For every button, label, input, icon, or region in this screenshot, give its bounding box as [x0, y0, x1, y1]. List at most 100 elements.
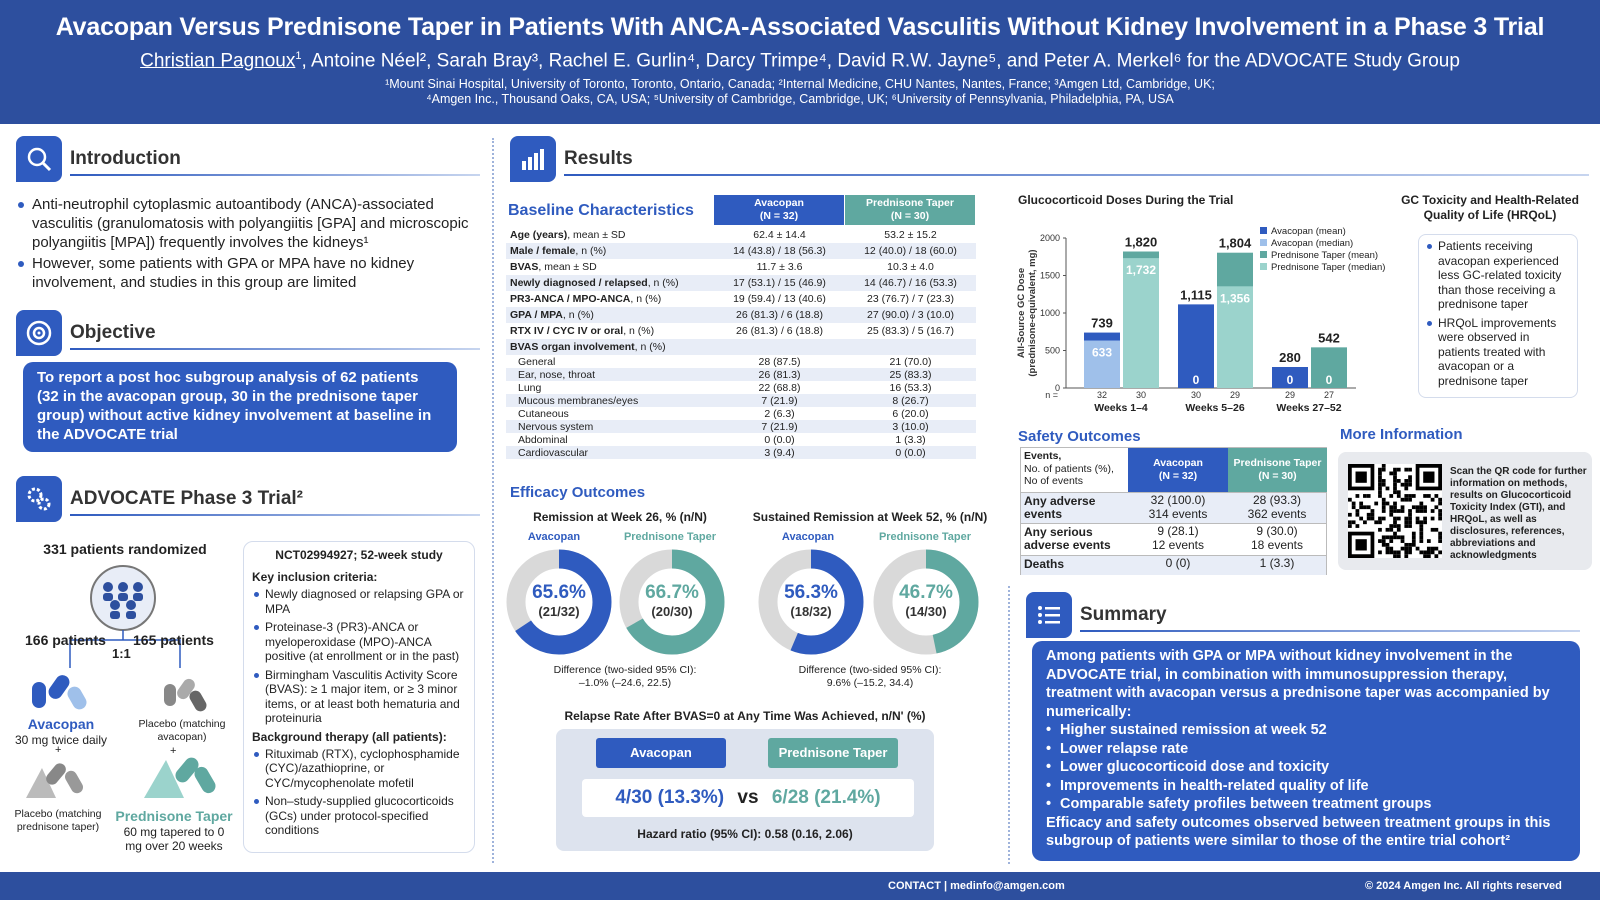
qr-module: [1393, 467, 1397, 472]
qr-module: [1355, 524, 1360, 528]
relapse-avacopan: 4/30 (13.3%): [615, 787, 725, 808]
safety-prednisone: 1 (3.3): [1228, 556, 1326, 571]
qr-module: [1411, 539, 1416, 543]
safety-a-pct: 9 (28.1): [1157, 524, 1199, 538]
row-sublabel: Abdominal: [518, 433, 568, 446]
authors-rest: , Antoine Néel², Sarah Bray³, Rachel E. …: [301, 50, 1460, 72]
qr-module: [1408, 467, 1412, 472]
qr-module: [1378, 486, 1382, 491]
col-n: (N = 30): [890, 210, 930, 222]
qr-module: [1366, 512, 1371, 517]
row-sublabel: , n (%): [630, 293, 662, 305]
qr-module: [1415, 520, 1420, 525]
qr-module: [1408, 497, 1412, 502]
qr-module: [1426, 494, 1431, 498]
n-label-prednisone: 30: [1136, 390, 1146, 400]
y-tick-label: 1000: [1040, 308, 1060, 318]
legend-item: Prednisone Taper (median): [1260, 262, 1385, 274]
baseline-title: Baseline Characteristics: [508, 202, 694, 219]
bar-avacopan-median: [1084, 340, 1120, 388]
qr-module: [1363, 520, 1367, 525]
safety-col-prednisone: Prednisone Taper (N = 30): [1228, 448, 1327, 492]
qr-module: [1400, 505, 1405, 510]
qr-module: [1393, 486, 1397, 491]
mean-label-prednisone: 542: [1318, 330, 1340, 345]
qr-module: [1381, 464, 1386, 468]
safety-label: Any adverse events: [1024, 494, 1096, 521]
row-prednisone: 16 (53.3): [889, 381, 932, 394]
qr-module: [1385, 550, 1390, 555]
donut-prednisone-52: 46.7% (14/30): [872, 548, 980, 656]
relapse-values: 4/30 (13.3%) vs 6/28 (21.4%): [582, 779, 914, 817]
qr-module: [1404, 479, 1409, 483]
safety-avacopan: 32 (100.0) 314 events: [1128, 493, 1228, 521]
qr-module: [1396, 490, 1401, 495]
n-label-avacopan: 30: [1191, 390, 1201, 400]
baseline-row: Lung 22 (68.8) 16 (53.3): [506, 381, 976, 394]
qr-code-icon[interactable]: [1348, 464, 1442, 558]
gctox-bullet: HRQoL improvements were observed in pati…: [1425, 316, 1571, 389]
intro-title: Introduction: [70, 148, 181, 169]
d2-label: Prednisone Taper: [623, 531, 717, 543]
copyright: © 2024 Amgen Inc. All rights reserved: [1365, 880, 1562, 892]
relapse-prednisone: 6/28 (21.4%): [771, 787, 881, 808]
row-prednisone: 25 (83.3): [845, 368, 976, 381]
plus-right: +: [170, 745, 177, 757]
row-sublabel: Lung: [518, 381, 542, 394]
baseline-row: BVAS, mean ± SD 11.7 ± 3.6 10.3 ± 4.0: [506, 259, 976, 275]
row-prednisone: 3 (10.0): [845, 420, 976, 433]
intro-bullet: Anti-neutrophil cytoplasmic autoantibody…: [18, 195, 478, 252]
safety-prednisone: 9 (30.0) 18 events: [1228, 524, 1326, 552]
gctox-bullet: Patients receiving avacopan experienced …: [1425, 239, 1571, 312]
row-sublabel: Ear, nose, throat: [518, 368, 596, 381]
qr-module: [1396, 516, 1401, 521]
qr-module: [1389, 527, 1394, 532]
qr-module: [1426, 539, 1431, 543]
inclusion-item: Newly diagnosed or relapsing GPA or MPA: [252, 587, 466, 616]
qr-module: [1438, 512, 1442, 517]
qr-module: [1359, 516, 1364, 521]
gctox-box: Patients receiving avacopan experienced …: [1418, 234, 1578, 398]
row-sublabel: , mean ± SD: [567, 229, 626, 241]
qr-module: [1370, 516, 1375, 521]
qr-module: [1351, 520, 1356, 525]
prednisone-taper-label: Prednisone Taper: [115, 808, 233, 824]
qr-module: [1404, 542, 1409, 547]
qr-module: [1419, 520, 1424, 525]
qr-module: [1408, 520, 1412, 525]
qr-module: [1438, 550, 1442, 555]
background-title: Background therapy (all patients):: [252, 729, 447, 744]
safety-a-events: 12 events: [1151, 537, 1205, 552]
y-tick-label: 500: [1045, 346, 1060, 356]
row-avacopan: 7 (21.9): [714, 420, 845, 433]
safety-h3: No of events: [1024, 475, 1083, 487]
summary-title: Summary: [1080, 604, 1167, 625]
qr-module: [1348, 524, 1352, 528]
qr-module: [1381, 467, 1386, 472]
donut-avacopan-52: 56.3% (18/32): [757, 548, 865, 656]
legend-label: Avacopan (mean): [1271, 226, 1346, 237]
summary-item: Lower glucocorticoid dose and toxicity: [1046, 758, 1566, 777]
qr-module: [1404, 524, 1409, 528]
row-avacopan: 28 (87.5): [758, 355, 801, 368]
qr-module: [1381, 542, 1386, 547]
qr-module: [1378, 520, 1382, 525]
contact[interactable]: CONTACT | medinfo@amgen.com: [888, 880, 1065, 892]
diff-26: Difference (two-sided 95% CI): –1.0% (–24…: [520, 664, 730, 690]
qr-module: [1400, 539, 1405, 543]
row-prednisone: 8 (26.7): [845, 394, 976, 407]
placebo-prednisone: Placebo (matching prednisone taper): [14, 808, 102, 833]
safety-label: Any serious adverse events: [1024, 525, 1111, 552]
y-axis-label: All-Source GC Dose(prednisone-equivalent…: [1016, 249, 1038, 376]
author-list: Christian Pagnoux1, Antoine Néel², Sarah…: [0, 50, 1600, 72]
qr-module: [1404, 482, 1409, 487]
row-prednisone: 23 (76.7) / 7 (23.3): [867, 293, 954, 305]
qr-module: [1351, 501, 1356, 506]
qr-module: [1381, 509, 1386, 513]
left-n: 166 patients: [25, 632, 106, 648]
qr-module: [1348, 512, 1352, 517]
donut-avacopan-26: 65.6% (21/32): [505, 548, 613, 656]
qr-module: [1378, 479, 1382, 483]
d4-label: Prednisone Taper: [878, 531, 972, 543]
legend-label: Prednisone Taper (mean): [1271, 250, 1379, 261]
